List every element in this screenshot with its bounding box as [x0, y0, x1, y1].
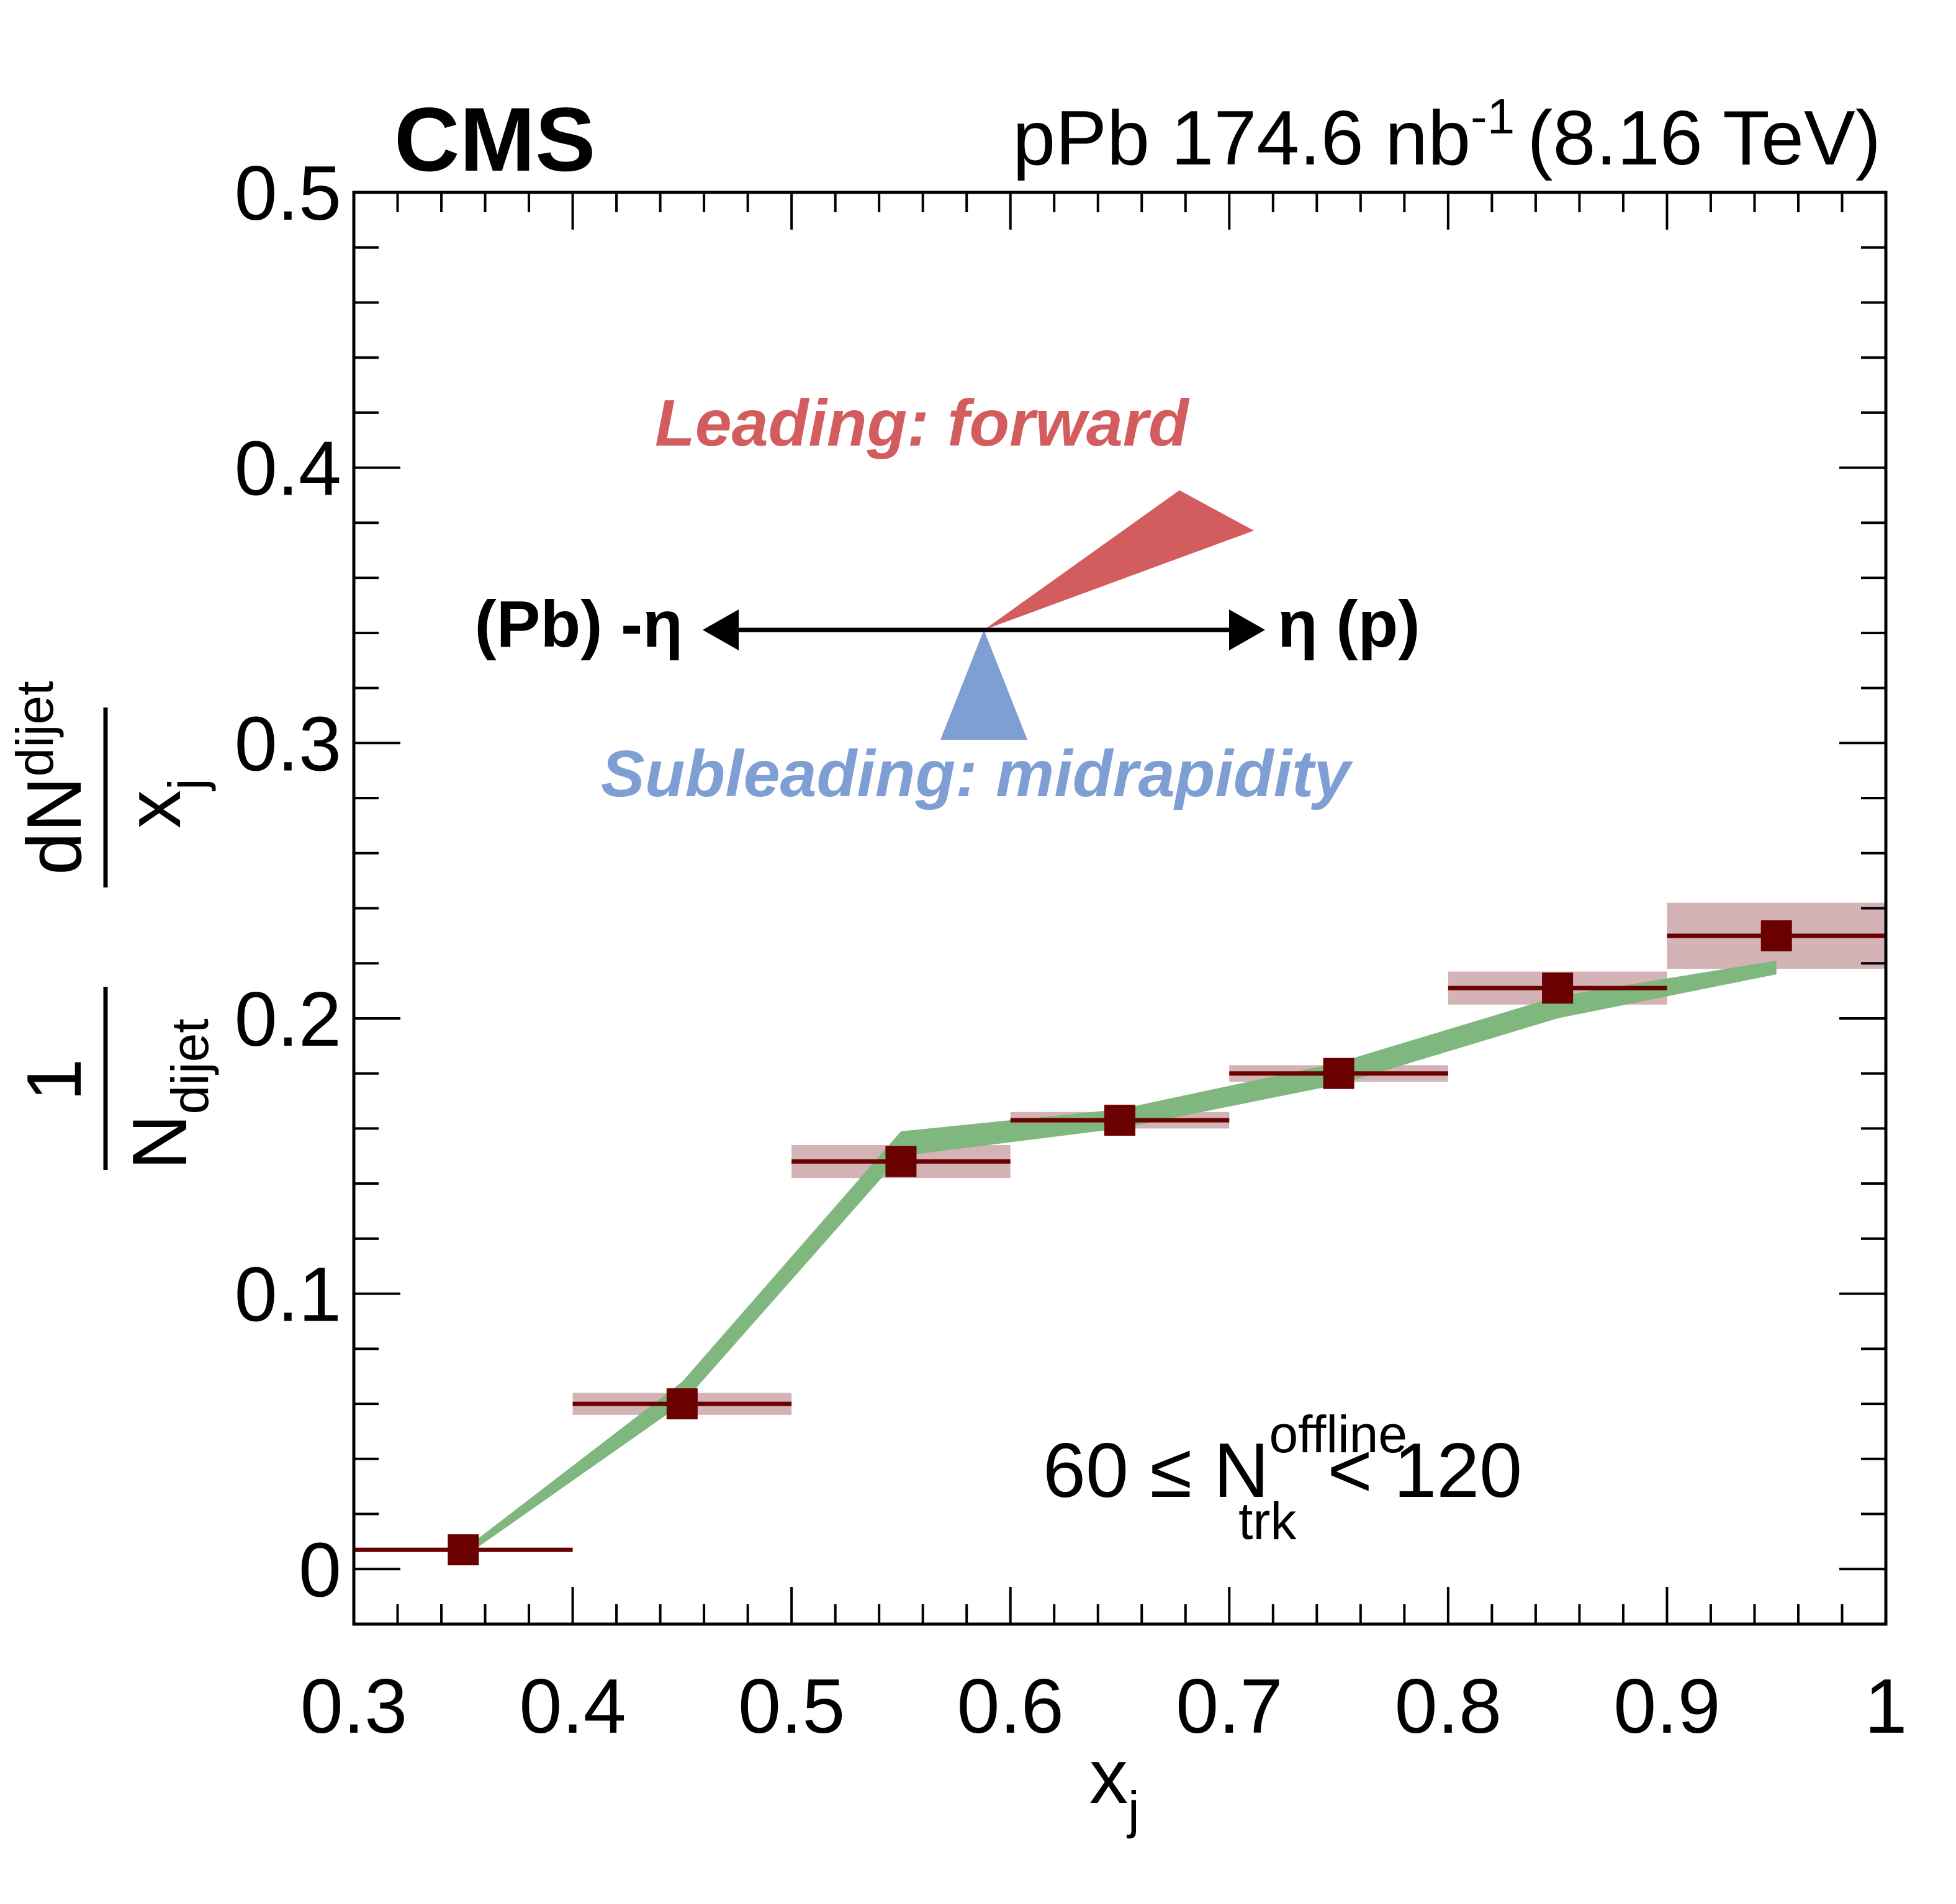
- x-tick-label: 0.4: [519, 1664, 626, 1749]
- x-tick-label: 0.7: [1176, 1664, 1282, 1749]
- data-point: [1323, 1058, 1354, 1089]
- eta-arrow-left-icon: [703, 609, 739, 650]
- data-point: [1104, 1105, 1135, 1136]
- y-title-frac2-num: dNdijet: [6, 681, 97, 875]
- data-point: [448, 1534, 479, 1566]
- y-tick-label: 0.5: [235, 151, 341, 236]
- data-point: [666, 1388, 698, 1420]
- x-tick-label: 0.5: [738, 1664, 845, 1749]
- y-tick-label: 0.3: [235, 701, 341, 787]
- y-tick-label: 0.2: [235, 977, 341, 1062]
- x-tick-label: 0.9: [1613, 1664, 1720, 1749]
- subleading-jet-cone: [940, 630, 1027, 740]
- y-title-frac1-den: Ndijet: [117, 1018, 219, 1170]
- data-point: [1542, 972, 1574, 1004]
- y-title-frac1-num: 1: [12, 1059, 97, 1102]
- lumi-label: pPb 174.6 nb-1 (8.16 TeV): [1012, 89, 1881, 181]
- x-tick-label: 0.3: [300, 1664, 407, 1749]
- y-title-frac2-den: xj: [111, 778, 216, 829]
- leading-forward-label: Leading: forward: [655, 387, 1190, 460]
- y-tick-label: 0: [299, 1527, 341, 1613]
- x-tick-label: 0.8: [1395, 1664, 1502, 1749]
- y-tick-labels: 0 0.1 0.2 0.3 0.4 0.5: [235, 151, 341, 1613]
- data-point: [1760, 920, 1792, 951]
- x-tick-labels: 0.3 0.4 0.5 0.6 0.7 0.8 0.9 1: [300, 1664, 1908, 1749]
- y-tick-label: 0.4: [235, 426, 341, 512]
- x-axis-title: xj: [1089, 1734, 1140, 1839]
- data-points: [354, 920, 1886, 1566]
- leading-jet-cone: [984, 490, 1254, 630]
- pb-eta-label: (Pb) -η: [474, 588, 683, 661]
- cms-label: CMS: [394, 89, 595, 190]
- eta-arrow-right-icon: [1229, 609, 1265, 650]
- multiplicity-selection: 60 ≤ Noffline trk< 120: [1043, 1405, 1522, 1550]
- data-point: [885, 1146, 917, 1177]
- x-tick-label: 1: [1865, 1664, 1908, 1749]
- x-tick-label: 0.6: [957, 1664, 1064, 1749]
- axis-ticks: [353, 191, 1887, 1625]
- y-axis-title: 1 Ndijet dNdijet xj: [6, 681, 219, 1170]
- y-tick-label: 0.1: [235, 1252, 341, 1338]
- p-eta-label: η (p): [1278, 588, 1420, 661]
- subleading-midrapidity-label: Subleading: midrapidity: [601, 737, 1353, 811]
